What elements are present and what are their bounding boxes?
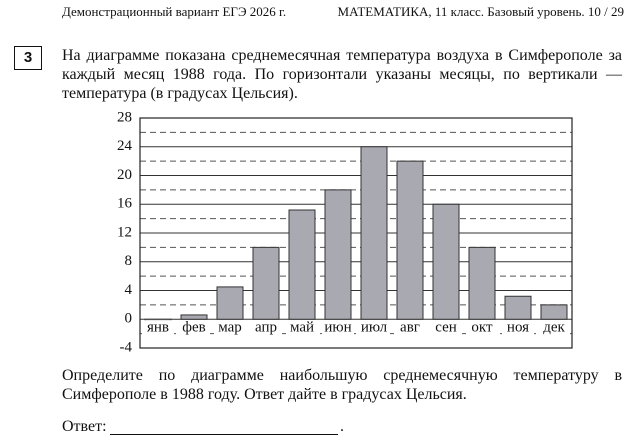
question: На диаграмме показана среднемесячная тем… [62,47,622,102]
x-tick-label: сен [435,320,457,336]
instruction: Определите по диаграмме наибольшую средн… [62,367,622,403]
header-right: МАТЕМАТИКА, 11 класс. Базовый уровень. 1… [337,4,624,19]
y-tick-label: 8 [125,253,133,269]
x-tick-label: окт [471,320,493,336]
y-tick-label: 0 [125,311,133,327]
x-tick-label: авг [400,320,420,336]
x-tick-label: май [290,320,314,336]
y-tick-label: -4 [120,339,133,355]
x-label-bg [178,320,210,336]
x-label-bg [466,320,498,336]
bar [360,146,388,320]
x-label-bg [250,320,282,336]
x-tick-label: июл [361,320,388,336]
bar [432,203,460,320]
y-tick-label: 20 [117,167,132,183]
bar [216,286,244,320]
answer-end: . [340,418,344,435]
bar [252,246,280,320]
answer-line [110,434,338,435]
x-label-bg [322,320,354,336]
x-tick-label: июн [324,320,351,336]
y-tick-label: 4 [125,282,133,298]
x-tick-label: дек [543,320,565,336]
task-number: 3 [14,46,42,70]
bar [180,314,208,320]
x-tick-label: апр [255,320,277,336]
header-left: Демонстрационный вариант ЕГЭ 2026 г. [62,4,287,19]
y-tick-label: 28 [117,109,132,125]
y-tick-label: 24 [117,138,133,154]
x-label-bg [502,320,534,336]
x-label-bg [430,320,462,336]
bar [540,304,568,320]
bar [504,295,532,320]
x-tick-label: янв [147,320,169,336]
answer-label: Ответ: [62,418,107,435]
y-tick-label: 12 [117,224,132,240]
bar [396,160,424,320]
x-tick-label: фев [182,320,205,336]
x-label-bg [394,320,426,336]
bar [288,209,316,320]
x-label-bg [538,320,570,336]
x-label-bg [358,320,390,336]
x-label-bg [286,320,318,336]
x-label-bg [214,320,246,336]
bar [324,189,352,320]
y-tick-label: 16 [117,196,133,212]
x-label-bg [142,320,174,336]
bar [468,246,496,320]
x-tick-label: ноя [507,320,529,336]
plot-frame [139,117,573,349]
x-tick-label: мар [218,320,242,336]
